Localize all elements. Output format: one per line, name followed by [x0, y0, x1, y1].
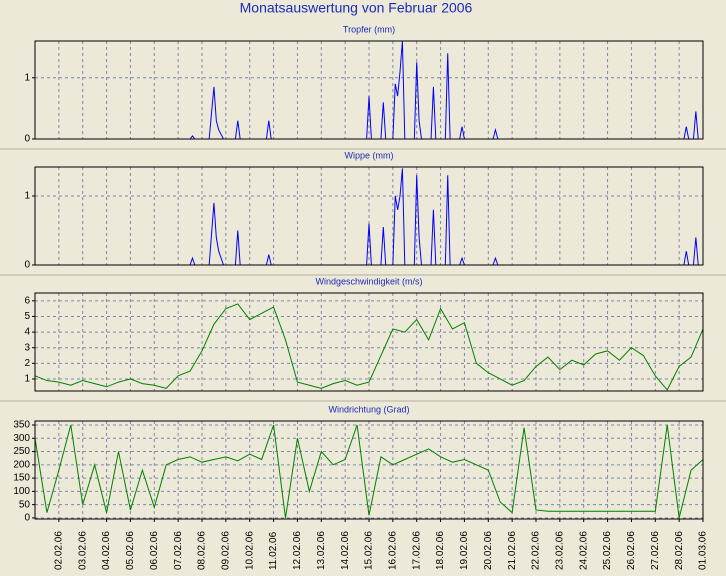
y-tick-label: 350: [13, 420, 30, 431]
y-tick-label: 1: [24, 72, 30, 83]
x-tick-label: 16.02.06: [387, 531, 398, 570]
x-tick-label: 27.02.06: [650, 531, 661, 570]
page-title: Monatsauswertung von Februar 2006: [240, 0, 473, 16]
x-tick-label: 17.02.06: [411, 531, 422, 570]
plot-border: [34, 292, 704, 392]
x-tick-label: 23.02.06: [554, 531, 565, 570]
y-tick-label: 250: [13, 446, 30, 457]
y-tick-label: 300: [13, 433, 30, 444]
y-tick-label: 1: [24, 191, 30, 202]
x-tick-label: 12.02.06: [292, 531, 303, 570]
x-tick-label: 01.03.06: [698, 531, 709, 570]
y-tick-label: 0: [24, 134, 30, 145]
x-tick-label: 05.02.06: [125, 531, 136, 570]
y-tick-label: 50: [19, 499, 31, 510]
x-tick-label: 09.02.06: [220, 531, 231, 570]
y-tick-label: 200: [13, 459, 30, 470]
y-tick-label: 3: [24, 342, 30, 353]
y-tick-label: 4: [24, 327, 30, 338]
x-tick-label: 21.02.06: [507, 531, 518, 570]
panel-title: Windrichtung (Grad): [328, 404, 409, 414]
x-tick-label: 20.02.06: [483, 531, 494, 570]
y-tick-label: 100: [13, 486, 30, 497]
x-tick-label: 02.02.06: [53, 531, 64, 570]
x-tick-label: 15.02.06: [364, 531, 375, 570]
x-tick-label: 22.02.06: [531, 531, 542, 570]
panel-title: Windgeschwindigkeit (m/s): [315, 276, 422, 286]
x-tick-label: 18.02.06: [435, 531, 446, 570]
x-tick-label: 13.02.06: [316, 531, 327, 570]
x-tick-label: 10.02.06: [244, 531, 255, 570]
data-line: [34, 303, 704, 391]
y-tick-label: 5: [24, 311, 30, 322]
y-tick-label: 0: [24, 513, 30, 524]
plot-border: [34, 166, 704, 266]
x-tick-label: 04.02.06: [101, 531, 112, 570]
y-tick-label: 1: [24, 374, 30, 385]
x-tick-label: 28.02.06: [674, 531, 685, 570]
x-tick-label: 14.02.06: [340, 531, 351, 570]
y-tick-label: 0: [24, 260, 30, 271]
x-tick-label: 26.02.06: [626, 531, 637, 570]
panel-title: Tropfer (mm): [343, 24, 395, 34]
x-tick-label: 03.02.06: [77, 531, 88, 570]
x-tick-label: 08.02.06: [197, 531, 208, 570]
x-tick-label: 25.02.06: [602, 531, 613, 570]
x-tick-label: 07.02.06: [173, 531, 184, 570]
data-line: [34, 424, 704, 519]
x-tick-label: 24.02.06: [578, 531, 589, 570]
x-tick-label: 19.02.06: [459, 531, 470, 570]
x-tick-label: 11.02.06: [268, 531, 279, 570]
panel-title: Wippe (mm): [345, 150, 394, 160]
y-tick-label: 150: [13, 473, 30, 484]
plot-border: [34, 40, 704, 140]
y-tick-label: 6: [24, 295, 30, 306]
y-tick-label: 2: [24, 358, 30, 369]
x-tick-label: 06.02.06: [149, 531, 160, 570]
